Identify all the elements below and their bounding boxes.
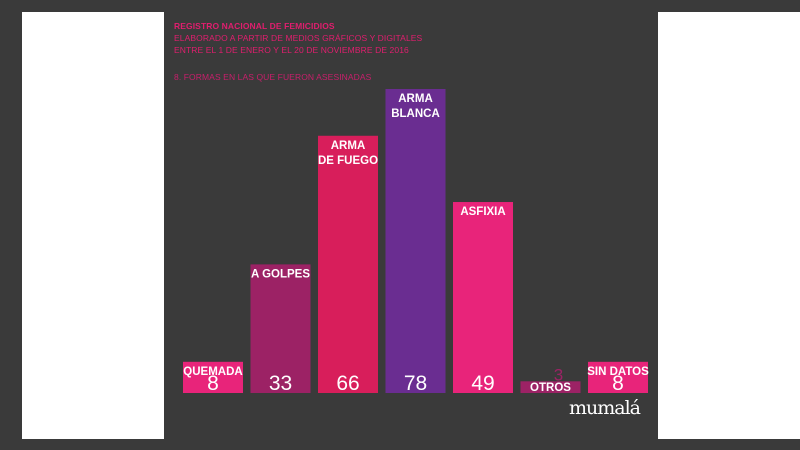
value-label-asfixia: 49 [471,372,494,395]
value-label-a-golpes: 33 [269,372,292,395]
category-label-arma-blanca: ARMA BLANCA [391,93,440,120]
category-label-a-golpes: A GOLPES [251,268,310,280]
bar-asfixia [453,202,513,393]
header-title: REGISTRO NACIONAL DE FEMICIDIOS [174,21,335,31]
category-label-quemada: QUEMADA [183,366,242,378]
mumala-logo: mumalá [569,397,641,419]
value-label-arma-de-fuego: 66 [336,372,359,395]
right-margin-panel [658,12,800,439]
bar-quemada [183,361,243,393]
value-label-sin-datos: 8 [612,372,624,395]
header-line-1: ELABORADO A PARTIR DE MEDIOS GRÁFICOS Y … [174,33,423,43]
category-label-asfixia: ASFIXIA [460,206,505,218]
bar-sin-datos [588,361,648,393]
category-label-sin-datos: SIN DATOS [587,366,649,378]
value-label-quemada: 8 [207,372,219,395]
bar-a-golpes [250,264,311,393]
bar-arma-de-fuego [318,135,378,393]
value-label-otros: 3 [554,365,563,384]
bar-otros [520,381,581,393]
chart-subtitle: 8. FORMAS EN LAS QUE FUERON ASESINADAS [174,72,372,82]
header-line-2: ENTRE EL 1 DE ENERO Y EL 20 DE NOVIEMBRE… [174,45,409,55]
category-label-arma-de-fuego: ARMA DE FUEGO [318,140,378,167]
bar-arma-blanca [385,89,446,393]
left-margin-panel [22,12,164,439]
value-label-arma-blanca: 78 [404,372,427,395]
category-label-otros: OTROS [530,382,571,394]
